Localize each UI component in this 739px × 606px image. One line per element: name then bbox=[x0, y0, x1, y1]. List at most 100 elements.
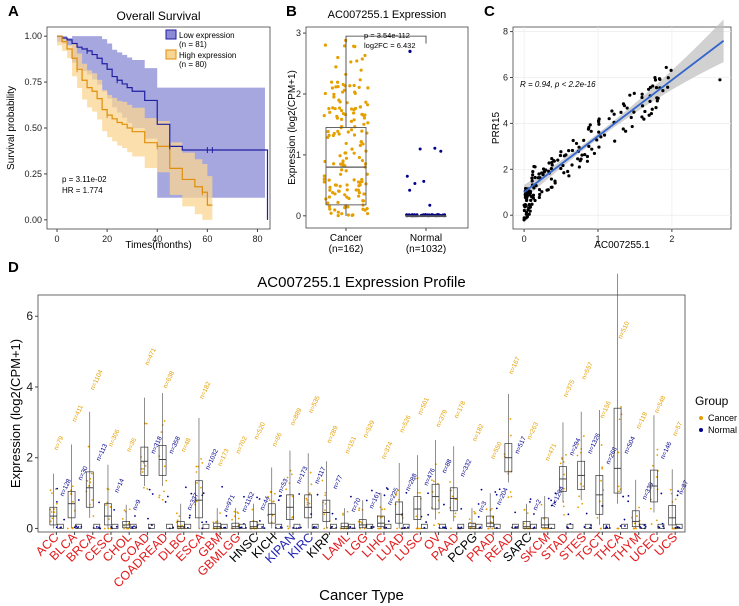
panel-c-point bbox=[666, 85, 670, 89]
panel-b-cancer-point bbox=[327, 195, 332, 199]
panel-d-cancer-point bbox=[449, 481, 451, 483]
panel-b-cancer-point bbox=[363, 162, 368, 166]
panel-d-normal-box bbox=[202, 523, 210, 529]
panel-c-point bbox=[629, 115, 633, 120]
panel-b-normal-point bbox=[418, 147, 422, 151]
panel-d-normal-point bbox=[312, 526, 315, 529]
panel-d-cancer-point bbox=[674, 498, 677, 501]
panel-c-point bbox=[657, 77, 662, 81]
panel-b-category-count: (n=1032) bbox=[406, 244, 446, 255]
panel-b-cancer-point bbox=[322, 114, 326, 118]
panel-d-normal-point bbox=[279, 526, 282, 528]
panel-b-cancer-point bbox=[357, 194, 361, 198]
panel-d-cancer-point bbox=[450, 489, 452, 492]
panel-c-point bbox=[612, 112, 616, 116]
panel-a-xtick-label: 40 bbox=[152, 234, 162, 244]
panel-c-point bbox=[588, 123, 592, 127]
panel-d-normal-point bbox=[495, 507, 498, 510]
panel-c-point bbox=[530, 202, 534, 206]
panel-d-cancer-point bbox=[163, 490, 165, 493]
panel-d-cancer-point bbox=[633, 522, 636, 525]
panel-d-cancer-point bbox=[342, 514, 345, 516]
panel-d-cancer-box bbox=[522, 521, 531, 529]
panel-d-cancer-point bbox=[617, 527, 619, 530]
panel-d-normal-point bbox=[258, 498, 261, 500]
panel-c-point bbox=[613, 139, 617, 143]
panel-d-cancer-box bbox=[158, 444, 167, 476]
panel-d-cancer-point bbox=[395, 493, 398, 496]
panel-b-cancer-point bbox=[334, 85, 338, 89]
panel-d-cancer-point bbox=[141, 471, 144, 473]
panel-d-normal-point bbox=[662, 525, 664, 527]
panel-d-cancer-point bbox=[489, 509, 492, 512]
panel-d-cancer-point bbox=[473, 510, 476, 513]
panel-b-cancer-point bbox=[352, 151, 356, 155]
panel-b-cancer-point bbox=[352, 178, 356, 182]
panel-c-point bbox=[621, 127, 625, 131]
panel-c-point bbox=[531, 173, 535, 177]
panel-d-cancer-point bbox=[323, 513, 326, 516]
panel-b-cancer-point bbox=[336, 55, 340, 60]
panel-d-normal-point bbox=[427, 492, 429, 495]
panel-b-cancer-point bbox=[350, 147, 354, 151]
panel-a-xtick-label: 60 bbox=[202, 234, 212, 244]
panel-d-normal-point bbox=[189, 514, 191, 517]
panel-d-normal-point bbox=[134, 515, 136, 517]
panel-d-normal-point bbox=[585, 512, 588, 515]
panel-d-cancer-point bbox=[109, 506, 112, 508]
panel-d-cancer-point bbox=[178, 515, 181, 518]
panel-c-point bbox=[602, 133, 607, 137]
panel-b-cancer-point bbox=[326, 201, 330, 205]
panel-c-point bbox=[549, 185, 553, 189]
panel-d-cancer-box bbox=[486, 515, 495, 528]
panel-d-cancer-point bbox=[143, 486, 145, 489]
panel-d-normal-point bbox=[280, 494, 282, 497]
panel-c-xtick-label: 2 bbox=[669, 234, 674, 244]
panel-d-cancer-point bbox=[415, 515, 418, 518]
panel-d-cancer-point bbox=[141, 468, 143, 470]
panel-d-cancer-point bbox=[231, 518, 233, 521]
panel-b-cancer-point bbox=[362, 122, 366, 126]
panel-b-cancer-point bbox=[322, 180, 326, 184]
panel-b-cancer-point bbox=[360, 177, 364, 182]
panel-d-normal-point bbox=[660, 492, 663, 495]
panel-b-category-label: Normal bbox=[410, 233, 442, 244]
panel-d-cancer-point bbox=[582, 485, 585, 488]
panel-d-cancer-point bbox=[163, 465, 166, 468]
panel-b-cancer-point bbox=[347, 196, 351, 201]
panel-a-hr: HR = 1.774 bbox=[62, 186, 103, 195]
panel-b-cancer-point bbox=[341, 82, 345, 87]
panel-a-pvalue: p = 3.11e-02 bbox=[62, 175, 107, 184]
panel-d-cancer-point bbox=[419, 492, 421, 494]
panel-b-ytick-label: 3 bbox=[296, 28, 301, 38]
panel-b-cancer-point bbox=[323, 43, 328, 47]
panel-d-normal-point bbox=[202, 492, 205, 495]
panel-d-cancer-point bbox=[381, 508, 384, 511]
panel-d-normal-box bbox=[548, 523, 556, 529]
panel-d-normal-box bbox=[330, 523, 337, 529]
panel-d-normal-box bbox=[603, 523, 610, 529]
panel-d-cancer-point bbox=[324, 502, 327, 505]
panel-d-normal-point bbox=[623, 525, 626, 527]
panel-d-cancer-point bbox=[195, 471, 198, 473]
panel-b-cancer-point bbox=[335, 80, 340, 84]
panel-c-point bbox=[718, 78, 722, 82]
panel-b-category-label: Cancer bbox=[330, 233, 363, 244]
panel-b-cancer-point bbox=[337, 132, 341, 136]
panel-d-cancer-point bbox=[620, 406, 622, 408]
panel-b-cancer-point bbox=[355, 59, 359, 63]
panel-b-category-count: (n=162) bbox=[329, 244, 364, 255]
panel-d-legend-normal-label: Normal bbox=[708, 425, 737, 435]
panel-d-cancer-point bbox=[633, 527, 636, 530]
panel-b-cancer-point bbox=[327, 204, 332, 209]
panel-c-point bbox=[622, 104, 627, 108]
panel-d-cancer-point bbox=[507, 496, 510, 499]
panel-d-cancer-point bbox=[417, 527, 420, 530]
panel-d-cancer-box bbox=[67, 490, 76, 519]
panel-b-ytick-label: 1 bbox=[296, 150, 301, 160]
panel-d-cancer-point bbox=[600, 479, 602, 482]
panel-d-normal-box bbox=[530, 523, 537, 529]
panel-c-point bbox=[549, 177, 554, 181]
panel-d-cancer-point bbox=[559, 462, 562, 465]
panel-d-normal-point bbox=[627, 500, 630, 503]
